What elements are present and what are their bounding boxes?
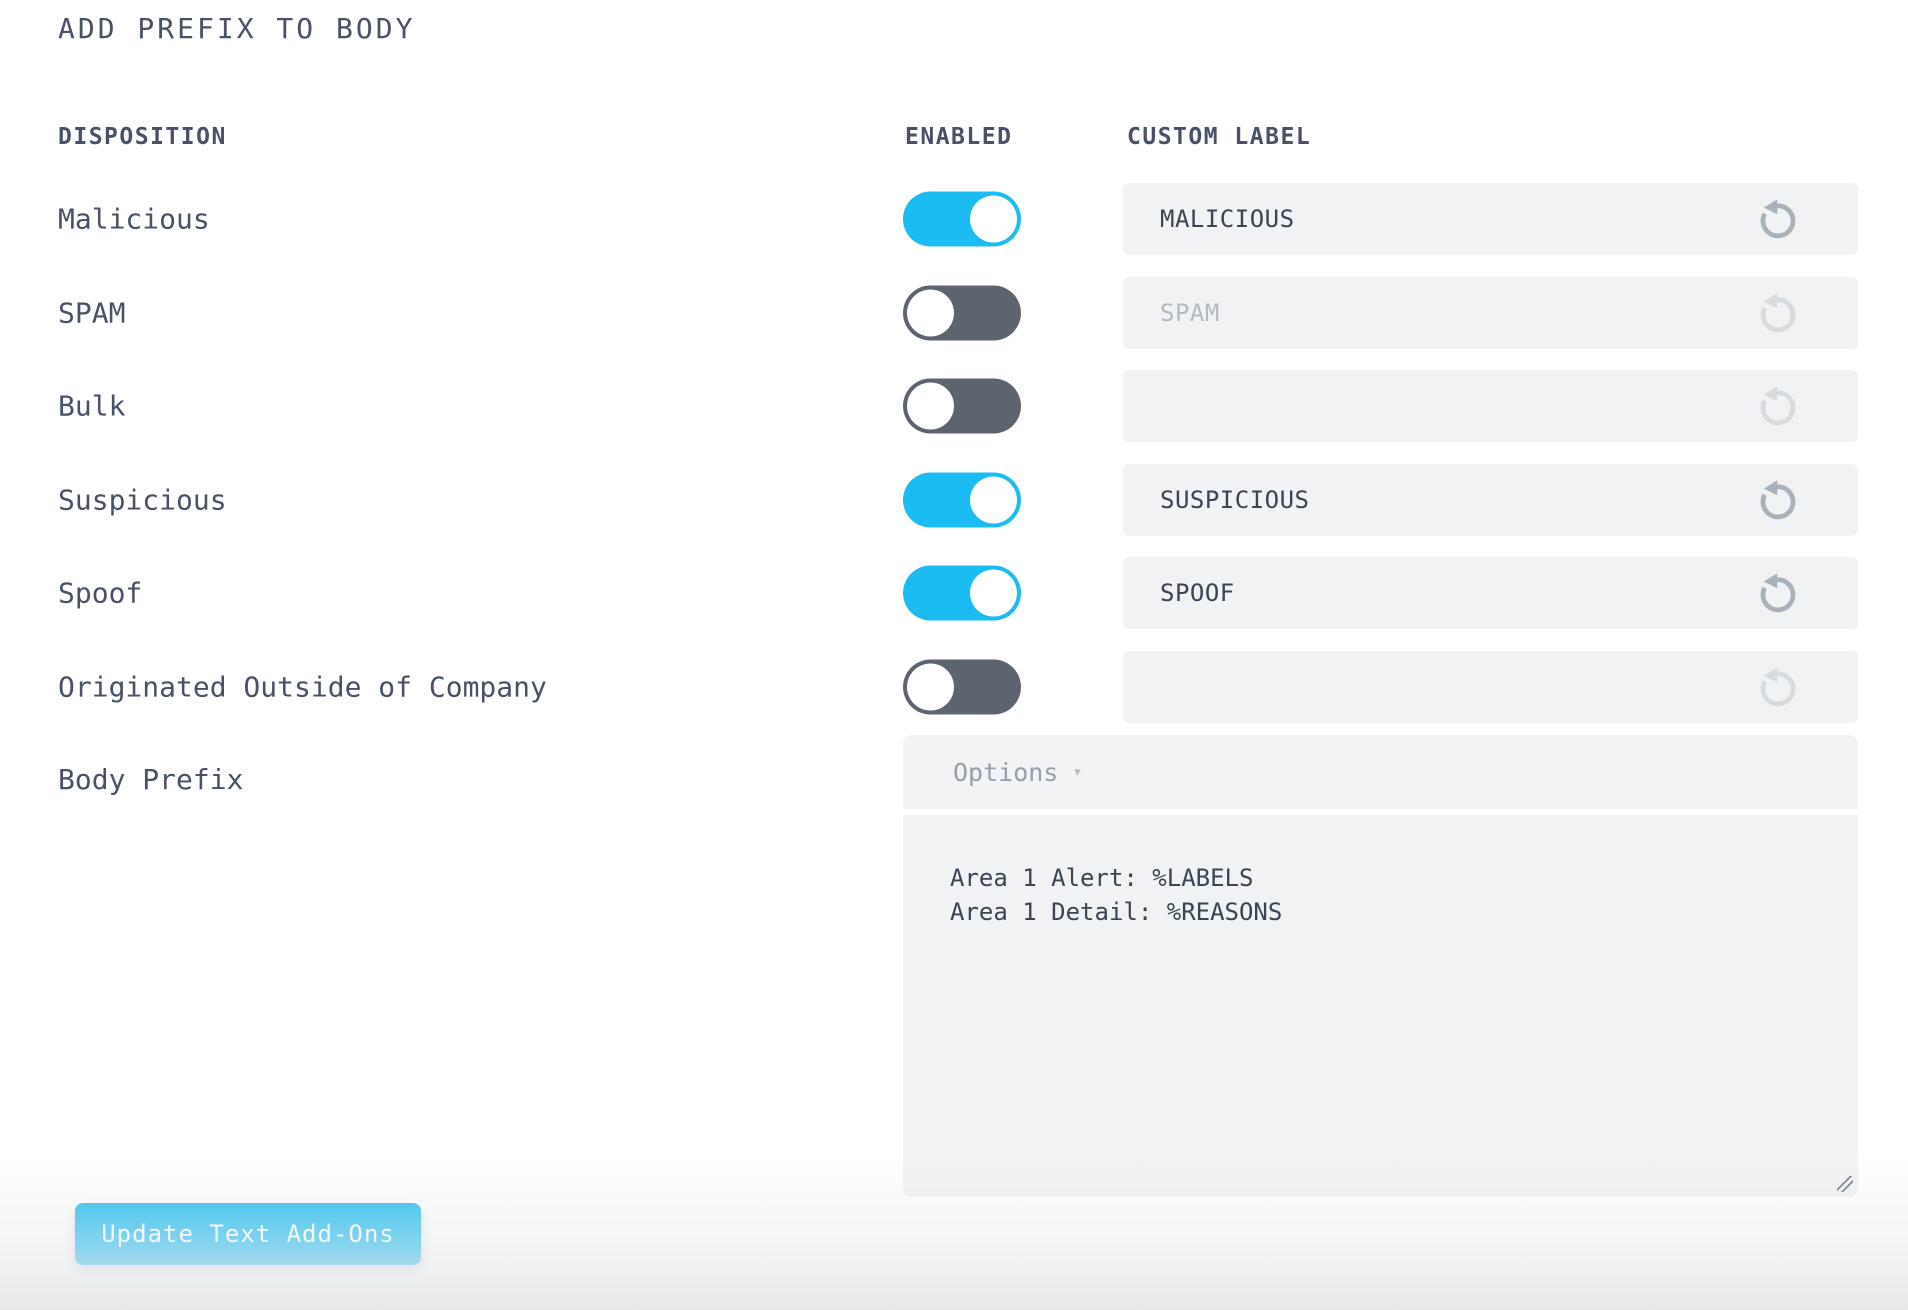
custom-label-input[interactable]: [1123, 183, 1858, 255]
toggle-knob: [970, 569, 1017, 617]
custom-label-input[interactable]: [1123, 464, 1858, 536]
resize-handle-icon[interactable]: [1837, 1176, 1853, 1192]
custom-label-field: [1123, 557, 1858, 629]
custom-label-field: [1123, 370, 1858, 442]
enabled-toggle[interactable]: [903, 659, 1021, 715]
table-row: Suspicious: [0, 453, 1908, 547]
disposition-label: Spoof: [58, 576, 143, 610]
caret-down-icon: ▾: [1072, 761, 1083, 782]
body-prefix-textarea[interactable]: Area 1 Alert: %LABELS Area 1 Detail: %RE…: [903, 815, 1858, 1197]
custom-label-input[interactable]: [1123, 557, 1858, 629]
column-header-disposition: DISPOSITION: [58, 124, 227, 150]
reset-icon[interactable]: [1756, 384, 1800, 428]
body-prefix-editor: Area 1 Alert: %LABELS Area 1 Detail: %RE…: [903, 815, 1858, 1197]
custom-label-field: [1123, 277, 1858, 349]
disposition-label: Originated Outside of Company: [58, 670, 547, 704]
reset-icon[interactable]: [1756, 197, 1800, 241]
column-header-custom-label: CUSTOM LABEL: [1127, 124, 1312, 150]
table-row: Malicious: [0, 172, 1908, 266]
reset-icon[interactable]: [1756, 571, 1800, 615]
disposition-label: Suspicious: [58, 483, 227, 517]
enabled-toggle[interactable]: [903, 472, 1021, 528]
toggle-knob: [907, 663, 954, 711]
enabled-toggle[interactable]: [903, 285, 1021, 341]
table-row: SPAM: [0, 266, 1908, 360]
reset-icon[interactable]: [1756, 478, 1800, 522]
toggle-knob: [970, 476, 1017, 524]
toggle-knob: [970, 195, 1017, 243]
custom-label-field: [1123, 183, 1858, 255]
custom-label-field: [1123, 464, 1858, 536]
table-row: Spoof: [0, 546, 1908, 640]
editor-toolbar: Options ▾: [903, 735, 1858, 809]
reset-icon[interactable]: [1756, 665, 1800, 709]
enabled-toggle[interactable]: [903, 565, 1021, 621]
disposition-label: Bulk: [58, 389, 126, 423]
custom-label-input[interactable]: [1123, 277, 1858, 349]
custom-label-input[interactable]: [1123, 651, 1858, 723]
column-header-enabled: ENABLED: [905, 124, 1013, 150]
options-dropdown-label: Options: [953, 757, 1059, 787]
disposition-label: SPAM: [58, 296, 126, 330]
custom-label-field: [1123, 651, 1858, 723]
page-title: ADD PREFIX TO BODY: [58, 12, 416, 45]
body-prefix-label: Body Prefix: [58, 763, 244, 796]
enabled-toggle[interactable]: [903, 378, 1021, 434]
reset-icon[interactable]: [1756, 291, 1800, 335]
options-dropdown[interactable]: Options ▾: [953, 735, 1083, 809]
custom-label-input[interactable]: [1123, 370, 1858, 442]
enabled-toggle[interactable]: [903, 191, 1021, 247]
toggle-knob: [907, 382, 954, 430]
table-row: Bulk: [0, 359, 1908, 453]
table-row: Originated Outside of Company: [0, 640, 1908, 734]
disposition-label: Malicious: [58, 202, 210, 236]
update-text-addons-button[interactable]: Update Text Add-Ons: [75, 1203, 421, 1265]
toggle-knob: [907, 289, 954, 337]
